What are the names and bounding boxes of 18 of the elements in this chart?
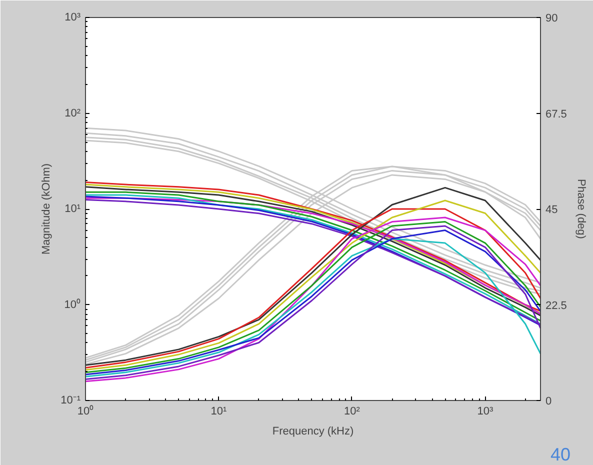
y-tick-label: 10¹ bbox=[64, 203, 81, 215]
y-tick-label: 10² bbox=[64, 107, 81, 120]
y2-axis-title: Phase (deg) bbox=[574, 179, 587, 239]
x-axis-title: Frequency (kHz) bbox=[272, 426, 354, 438]
x-tick-label: 10³ bbox=[477, 406, 494, 418]
x-tick-label: 10² bbox=[344, 406, 360, 418]
y2-tick-label: 67.5 bbox=[546, 108, 567, 120]
y-axis-title: Magnitude (kOhm) bbox=[40, 163, 53, 255]
y2-tick-label: 45 bbox=[546, 204, 558, 216]
y2-tick-label: 22.5 bbox=[546, 300, 567, 312]
y2-tick-label: 90 bbox=[546, 12, 558, 24]
x-tick-label: 10¹ bbox=[210, 406, 228, 418]
text: 40 bbox=[550, 444, 571, 464]
y-tick-label: 10³ bbox=[64, 12, 81, 24]
y-tick-label: 10⁰ bbox=[64, 298, 81, 311]
x-tick-label: 10⁰ bbox=[77, 404, 94, 418]
y2-tick-label: 0 bbox=[546, 396, 552, 408]
y-tick-label: 10⁻¹ bbox=[60, 394, 81, 406]
